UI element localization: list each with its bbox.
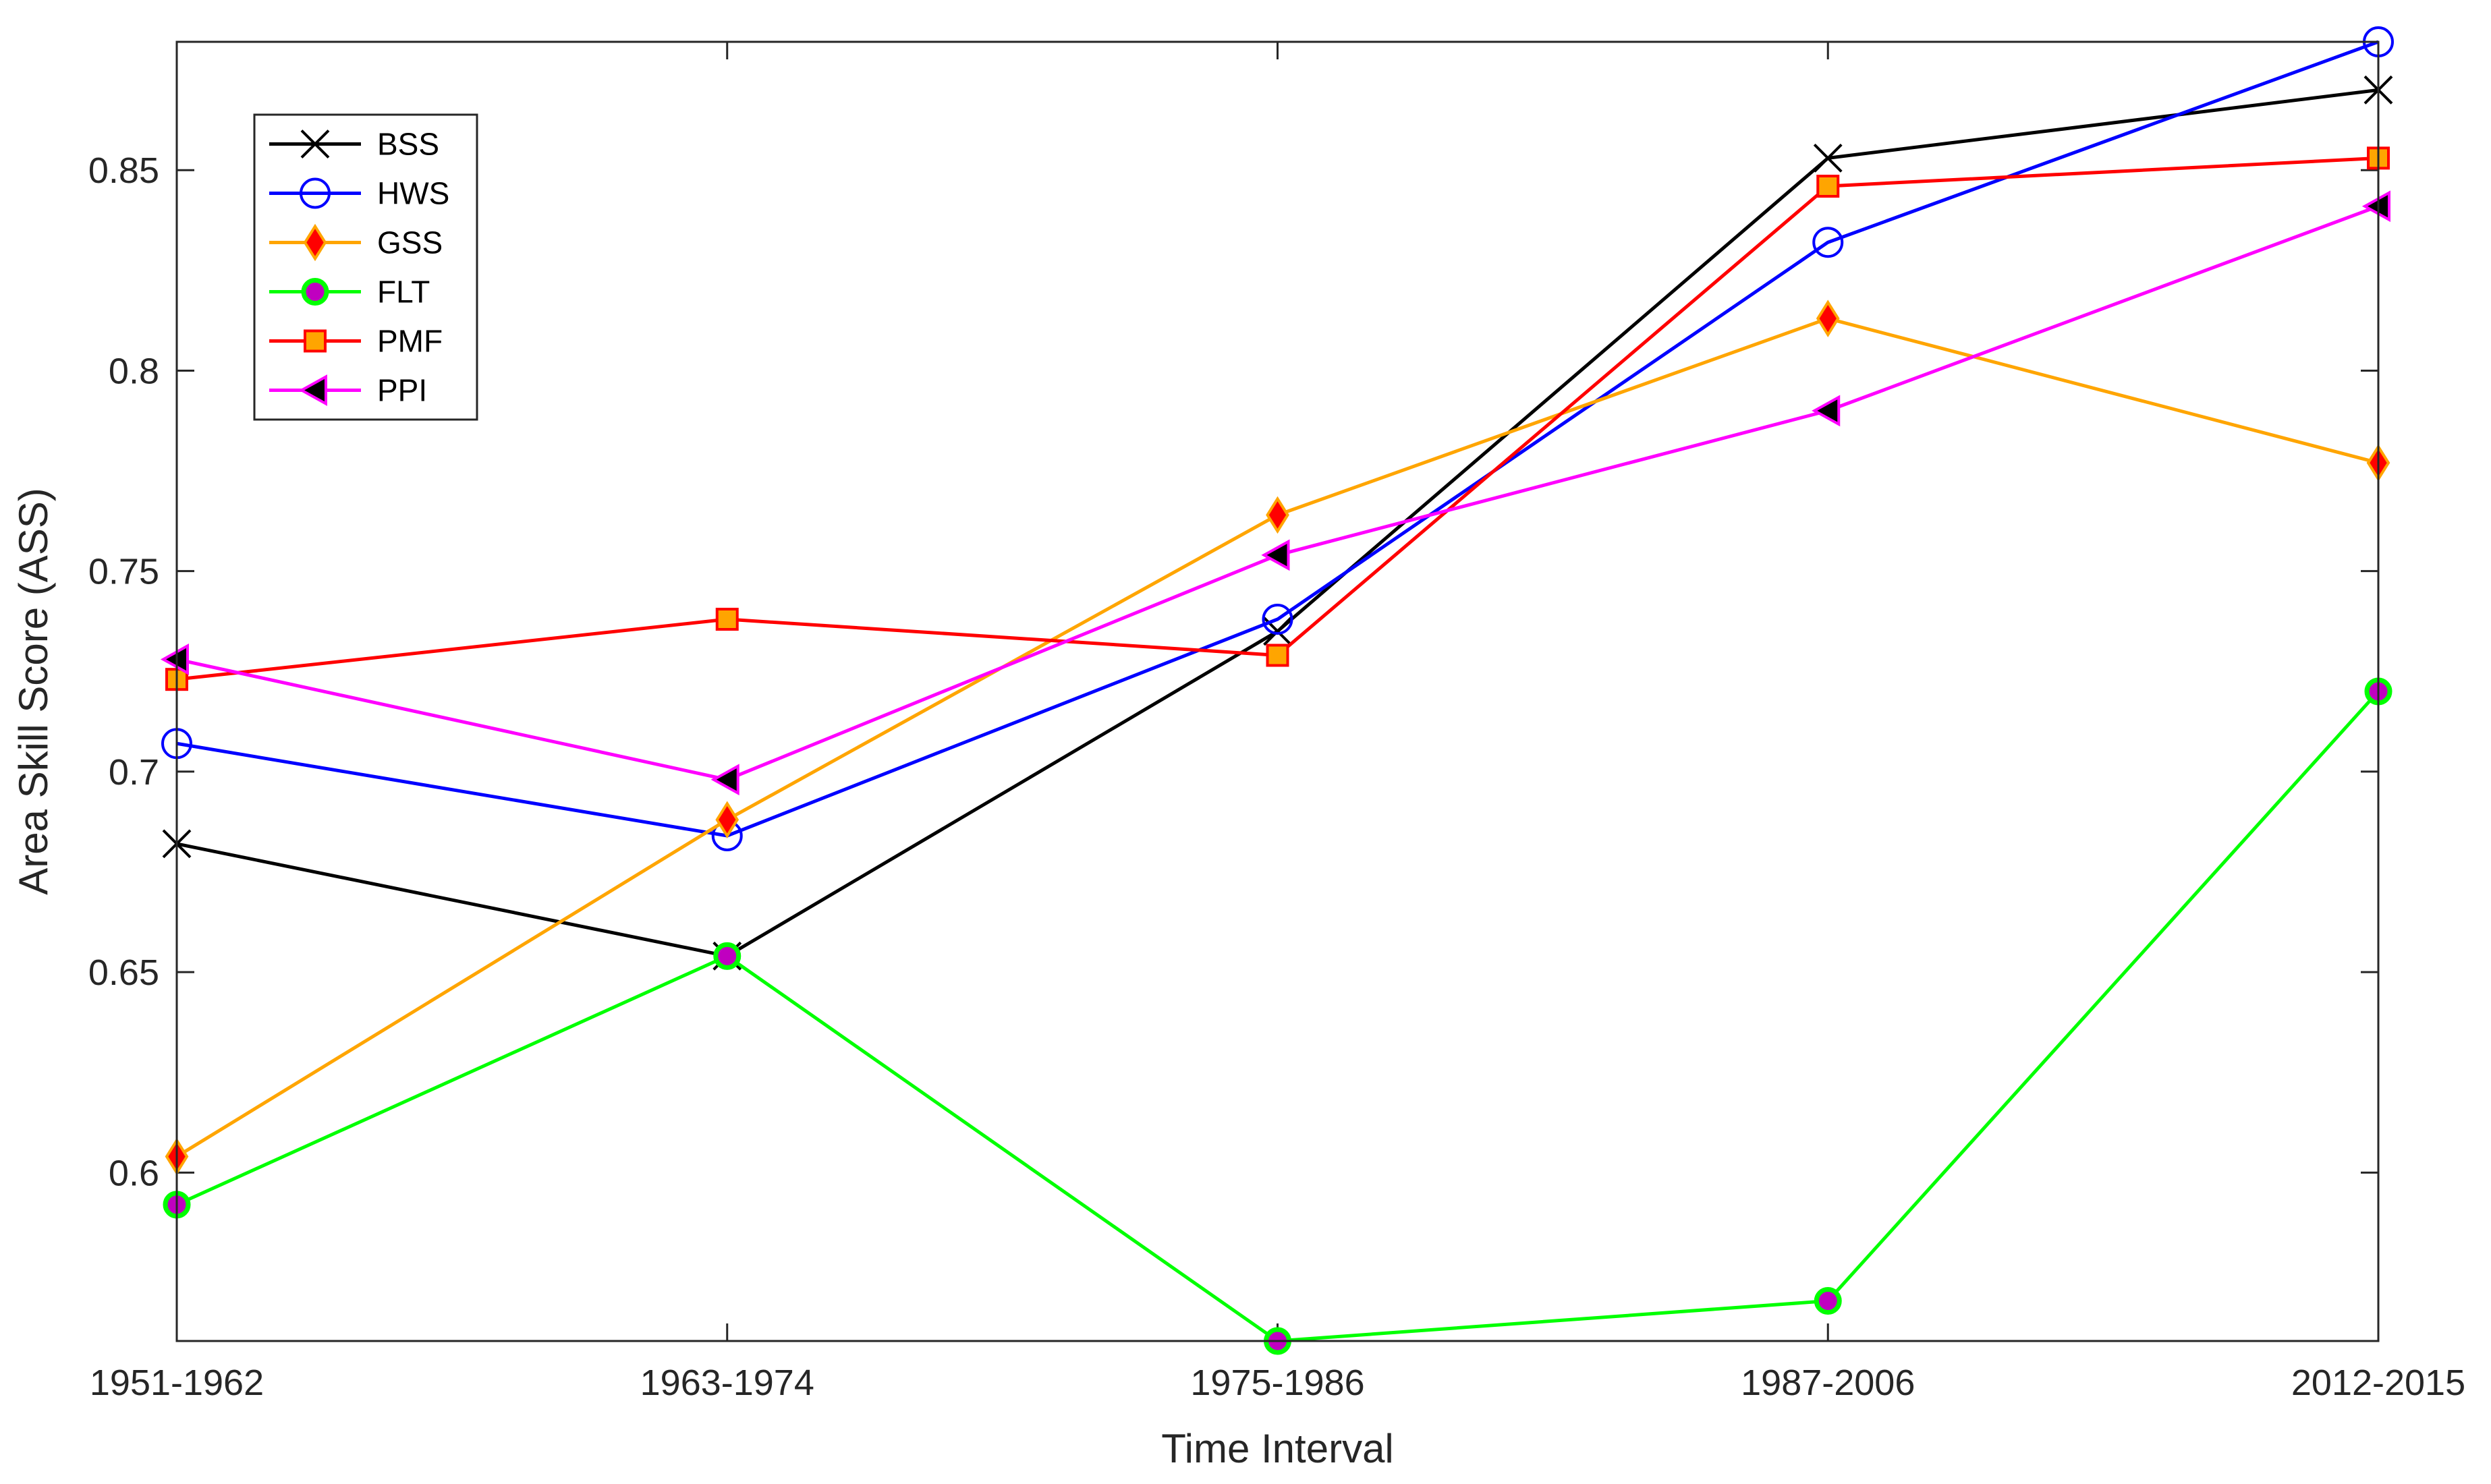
y-tick-label-0-85: 0.85 [88,150,159,191]
legend-entry-flt: FLT [269,275,430,310]
data-point-bss-1987-2006 [1813,143,1843,173]
legend-marker-ppi [298,374,327,406]
series-layer [160,26,2394,1355]
data-point-flt-1963-1974 [713,942,741,970]
x-tick-label-1951-1962: 1951-1962 [90,1363,264,1403]
legend-marker-bss [300,130,330,159]
data-point-pmf-1987-2006 [1816,175,1840,198]
data-point-hws-1987-2006 [1812,227,1844,258]
legend-marker-flt [301,278,329,306]
data-point-gss-1975-1986 [1266,496,1289,534]
x-tick-label-1987-2006: 1987-2006 [1741,1363,1915,1403]
data-point-ppi-1975-1986 [1261,539,1290,571]
legend-label-gss: GSS [377,225,443,260]
legend: BSS HWS GSS FLT PMF PPI [253,113,478,421]
series-ppi [160,190,2390,796]
data-point-pmf-1963-1974 [715,608,739,631]
legend-box [253,113,478,421]
x-tick-label-2012-2015: 2012-2015 [2291,1363,2465,1403]
y-axis-title: Area Skill Score (ASS) [11,488,56,895]
legend-entry-hws: HWS [269,176,449,211]
y-tick-label-0-6: 0.6 [109,1153,159,1193]
legend-marker-pmf [304,329,327,353]
data-point-ppi-1963-1974 [710,764,739,796]
data-point-pmf-1975-1986 [1266,644,1289,667]
plot-area [177,42,2378,1341]
y-tick-label-0-75: 0.75 [88,552,159,592]
legend-marker-hws [300,177,331,209]
legend-entry-ppi: PPI [269,373,427,408]
data-point-hws-1975-1986 [1262,604,1293,635]
y-tick-label-0-65: 0.65 [88,952,159,993]
y-tick-label-0-7: 0.7 [109,752,159,793]
legend-marker-gss [303,223,327,262]
legend-label-flt: FLT [377,275,430,310]
legend-label-ppi: PPI [377,373,427,408]
data-point-gss-1987-2006 [1816,299,1840,337]
x-axis-title: Time Interval [1161,1426,1394,1471]
legend-label-pmf: PMF [377,324,443,359]
plot-frame [175,40,2380,1342]
data-point-ppi-2012-2015 [2361,190,2390,223]
data-point-ppi-1987-2006 [1812,395,1841,427]
legend-label-bss: BSS [377,127,439,162]
data-point-flt-1987-2006 [1814,1287,1842,1315]
y-tick-label-0-8: 0.8 [109,351,159,391]
legend-label-hws: HWS [377,176,449,211]
data-point-gss-1963-1974 [715,801,739,838]
tick-labels: 1951-1962 1963-1974 1975-1986 1987-2006 2012… [88,150,2465,1403]
legend-entry-bss: BSS [269,127,439,162]
data-point-ppi-1951-1962 [160,644,189,675]
x-tick-label-1963-1974: 1963-1974 [640,1363,814,1403]
legend-entry-gss: GSS [269,223,443,262]
x-tick-label-1975-1986: 1975-1986 [1190,1363,1364,1403]
legend-entry-pmf: PMF [269,324,443,359]
